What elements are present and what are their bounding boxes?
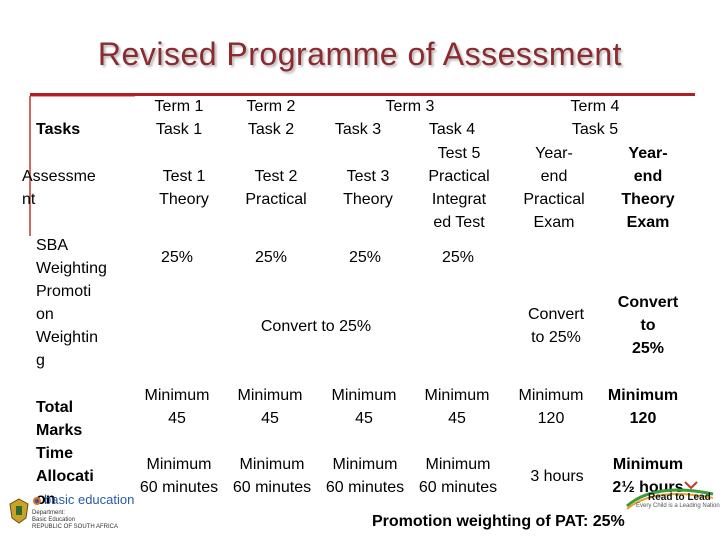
total-marks-task4: Minimum 45: [424, 387, 490, 427]
promotion-term4-theory: Convert to 25%: [617, 294, 679, 357]
title-divider: [30, 93, 695, 96]
education-logo-icon: [33, 497, 41, 505]
time-task3: Minimum 60 minutes: [325, 456, 405, 496]
header-task5: Task 5: [571, 121, 619, 138]
assessment-task3: Test 3 Theory: [343, 168, 393, 208]
total-marks-term4-practical: Minimum 120: [518, 387, 584, 427]
promotion-weighting-note: Promotion weighting of PAT: 25%: [372, 513, 625, 530]
assessment-term4-practical: Year- end Practical Exam: [523, 145, 585, 231]
read-to-lead-text: Read to Lead: [648, 492, 711, 503]
coat-of-arms-icon: [9, 498, 29, 524]
time-task2: Minimum 60 minutes: [232, 456, 312, 496]
read-to-lead-tagline: Every Child is a Leading Nation: [636, 503, 720, 509]
promotion-convert-span: Convert to 25%: [260, 318, 372, 335]
header-term2-task2: Term 2 Task 2: [246, 98, 296, 138]
page-title: Revised Programme of Assessment: [97, 36, 623, 72]
time-task4: Minimum 60 minutes: [418, 456, 498, 496]
row-label-total-marks: Total Marks: [36, 399, 83, 439]
header-task3: Task 3: [334, 121, 382, 138]
row-label-time: Time Allocati on: [36, 445, 94, 508]
assessment-task4: Test 5 Practical Integrat ed Test: [428, 145, 490, 231]
education-logo-text: basic education: [44, 492, 135, 507]
read-to-lead-logo: [626, 481, 714, 510]
assessment-task1: Test 1 Theory: [159, 168, 209, 208]
row-label-sba: SBA Weighting: [36, 237, 107, 277]
header-term4: Term 4: [570, 98, 620, 115]
promotion-term4-practical: Convert to 25%: [527, 306, 585, 346]
sba-task1: 25%: [160, 249, 194, 266]
assessment-term4-theory: Year- end Theory Exam: [621, 145, 675, 231]
header-tasks: Tasks: [36, 121, 81, 138]
time-term4-theory: Minimum 2½ hours: [612, 456, 684, 496]
label-column-frame: [29, 96, 135, 236]
sba-task3: 25%: [348, 249, 382, 266]
row-label-promotion: Promoti on Weightin g: [36, 283, 98, 369]
time-task1: Minimum 60 minutes: [139, 456, 219, 496]
assessment-task2: Test 2 Practical: [245, 168, 307, 208]
header-term1-task1: Term 1 Task 1: [154, 98, 204, 138]
total-marks-term4-theory: Minimum 120: [607, 387, 679, 427]
header-task4: Task 4: [428, 121, 476, 138]
total-marks-task3: Minimum 45: [331, 387, 397, 427]
time-term4-practical: 3 hours: [530, 468, 584, 485]
department-caption: Department: Basic Education REPUBLIC OF …: [32, 510, 119, 530]
sba-task2: 25%: [254, 249, 288, 266]
total-marks-task1: Minimum 45: [144, 387, 210, 427]
sba-task4: 25%: [441, 249, 475, 266]
total-marks-task2: Minimum 45: [237, 387, 303, 427]
header-term3: Term 3: [385, 98, 435, 115]
row-label-assessment: Assessme nt: [22, 168, 96, 208]
